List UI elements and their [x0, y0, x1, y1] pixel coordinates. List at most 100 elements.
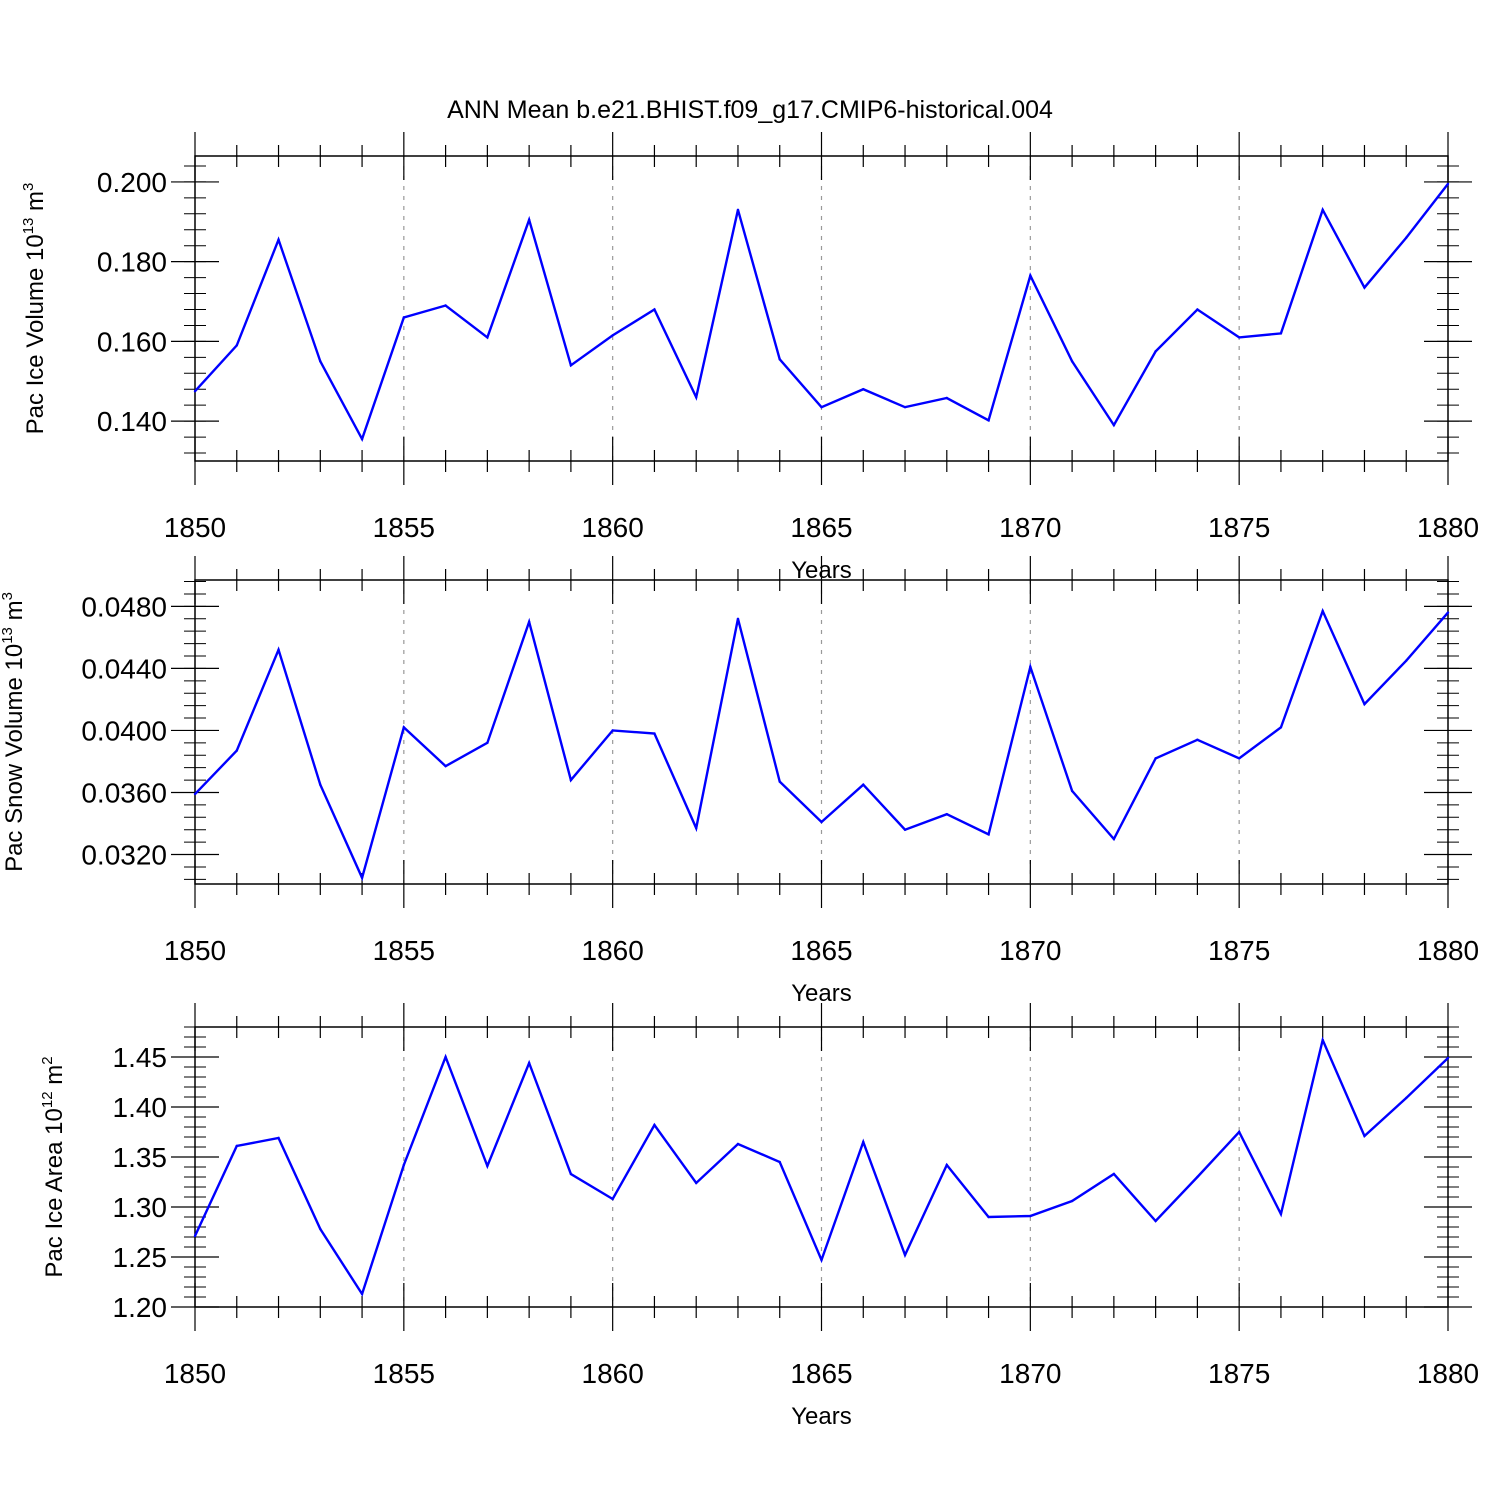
data-point-1854 — [360, 437, 364, 441]
y-tick-label: 1.35 — [113, 1142, 168, 1173]
x-tick-label: 1860 — [582, 512, 644, 543]
data-point-1868 — [945, 1163, 948, 1167]
x-tick-label: 1850 — [164, 935, 226, 966]
data-point-1877 — [1321, 1038, 1324, 1042]
chart-title: ANN Mean b.e21.BHIST.f09_g17.CMIP6-histo… — [447, 96, 1053, 124]
data-point-1880 — [1446, 611, 1450, 614]
y-tick-label: 0.0480 — [81, 591, 167, 622]
panel-2: 0.0320 0.0360 0.0400 0.0440 0.0480 1850 1855 18… — [0, 556, 1479, 1007]
y-tick-label: 1.45 — [113, 1042, 168, 1073]
x-tick-label: 1880 — [1417, 512, 1479, 543]
data-point-1860 — [611, 1197, 614, 1201]
data-point-1862 — [695, 826, 698, 830]
data-point-1878 — [1363, 286, 1366, 289]
data-point-1868 — [945, 396, 948, 400]
y-axis-label-exponent: 12 — [39, 1091, 56, 1108]
data-point-1860 — [611, 729, 614, 732]
data-point-1864 — [778, 1160, 781, 1164]
x-tick-label: 1860 — [582, 935, 644, 966]
y-tick-label: 1.20 — [113, 1292, 168, 1323]
x-tick-label: 1875 — [1208, 935, 1270, 966]
data-point-1873 — [1154, 757, 1157, 760]
y-axis-label-unit: m — [41, 1065, 68, 1092]
data-point-1855 — [402, 316, 406, 319]
data-point-1852 — [277, 238, 280, 241]
data-point-1879 — [1405, 1096, 1408, 1100]
y-axis-label-exponent: 13 — [20, 218, 37, 235]
data-point-1851 — [235, 344, 238, 347]
data-point-1876 — [1279, 1212, 1283, 1216]
data-point-1870 — [1029, 274, 1032, 277]
data-point-1859 — [569, 778, 573, 782]
data-point-1857 — [486, 1164, 489, 1168]
data-point-1867 — [903, 828, 907, 831]
y-tick-label: 0.0360 — [81, 777, 167, 808]
y-axis-label-unit-exponent: 2 — [39, 1056, 56, 1064]
data-point-1875 — [1237, 1130, 1241, 1134]
y-tick-label: 0.180 — [97, 247, 167, 278]
x-tick-label: 1880 — [1417, 935, 1479, 966]
data-point-1876 — [1279, 332, 1283, 335]
y-axis-label: Pac Snow Volume 1013 m3 — [0, 592, 28, 872]
data-point-1863 — [736, 1142, 740, 1146]
x-tick-label: 1850 — [164, 1358, 226, 1389]
data-point-1853 — [319, 783, 322, 786]
data-point-1861 — [653, 308, 656, 311]
data-point-1875 — [1237, 336, 1241, 339]
data-point-1871 — [1070, 789, 1074, 793]
y-tick-label: 0.0440 — [81, 653, 167, 684]
y-tick-label: 1.25 — [113, 1242, 168, 1273]
data-point-1865 — [820, 820, 823, 824]
data-point-1868 — [945, 813, 948, 816]
x-tick-label: 1865 — [790, 935, 852, 966]
data-point-1851 — [235, 749, 238, 752]
data-point-1871 — [1070, 1199, 1074, 1203]
data-point-1863 — [736, 617, 740, 620]
x-tick-label: 1875 — [1208, 1358, 1270, 1389]
data-point-1854 — [360, 1292, 364, 1296]
y-tick-label: 0.160 — [97, 326, 167, 357]
data-point-1859 — [569, 364, 573, 367]
data-point-1864 — [778, 358, 781, 361]
data-point-1875 — [1237, 757, 1241, 760]
data-point-1859 — [569, 1172, 573, 1176]
data-point-1863 — [736, 208, 740, 212]
x-tick-label: 1865 — [790, 1358, 852, 1389]
data-point-1856 — [444, 1055, 447, 1059]
data-point-1851 — [235, 1144, 238, 1148]
data-point-1856 — [444, 304, 447, 307]
data-point-1872 — [1112, 837, 1116, 841]
data-point-1850 — [193, 390, 197, 393]
data-point-1857 — [486, 336, 489, 339]
data-point-1879 — [1405, 236, 1408, 239]
x-tick-label: 1860 — [582, 1358, 644, 1389]
data-point-1874 — [1196, 308, 1199, 311]
x-tick-label: 1850 — [164, 512, 226, 543]
y-tick-label: 0.0320 — [81, 840, 167, 871]
data-point-1866 — [862, 783, 865, 786]
data-point-1870 — [1029, 665, 1032, 669]
data-point-1855 — [402, 726, 406, 729]
data-point-1867 — [903, 405, 907, 409]
data-point-1879 — [1405, 659, 1408, 662]
y-tick-label: 0.200 — [97, 167, 167, 198]
y-tick-label: 0.0400 — [81, 715, 167, 746]
y-axis-label-unit-exponent: 3 — [20, 183, 37, 191]
data-point-1853 — [319, 360, 322, 363]
data-point-1865 — [820, 1258, 823, 1262]
data-point-1872 — [1112, 423, 1116, 427]
x-tick-label: 1870 — [999, 512, 1061, 543]
data-point-1871 — [1070, 360, 1074, 363]
data-point-1873 — [1154, 1219, 1157, 1223]
data-point-1865 — [820, 405, 823, 409]
panel-3: 1.20 1.25 1.30 1.35 1.40 1.45 1850 1855 1860 1865… — [39, 1003, 1479, 1430]
data-point-1858 — [527, 218, 531, 221]
data-point-1870 — [1029, 1214, 1032, 1218]
x-tick-label: 1855 — [373, 935, 435, 966]
data-point-1878 — [1363, 1134, 1366, 1138]
data-point-1862 — [695, 396, 698, 399]
data-point-1864 — [778, 780, 781, 783]
y-axis-label-unit: m — [1, 600, 28, 627]
y-axis-label-main: Pac Snow Volume 10 — [1, 644, 28, 872]
